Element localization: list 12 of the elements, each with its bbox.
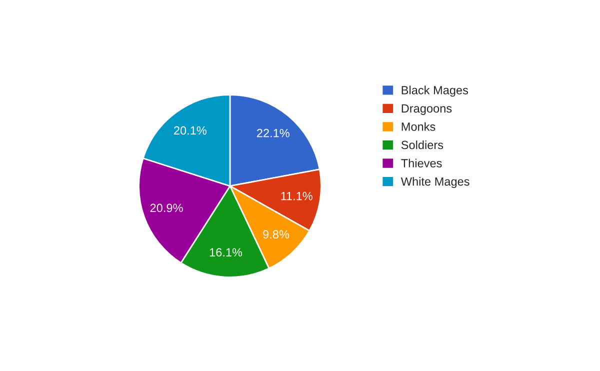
data-label: 20.1% <box>174 126 207 135</box>
data-label: 11.1% <box>281 192 312 200</box>
data-label: 20.9% <box>150 204 183 212</box>
legend-label: Soldiers <box>401 140 444 150</box>
legend-label: Dragoons <box>402 104 452 115</box>
data-label: 22.1% <box>257 128 290 138</box>
data-label: 16.1% <box>210 248 242 257</box>
legend-label: Black Mages <box>402 86 468 97</box>
legend-label: White Mages <box>400 177 470 188</box>
legend-label: Thieves <box>401 158 442 168</box>
data-label: 9.8% <box>263 230 290 239</box>
legend-label: Monks <box>402 122 436 131</box>
